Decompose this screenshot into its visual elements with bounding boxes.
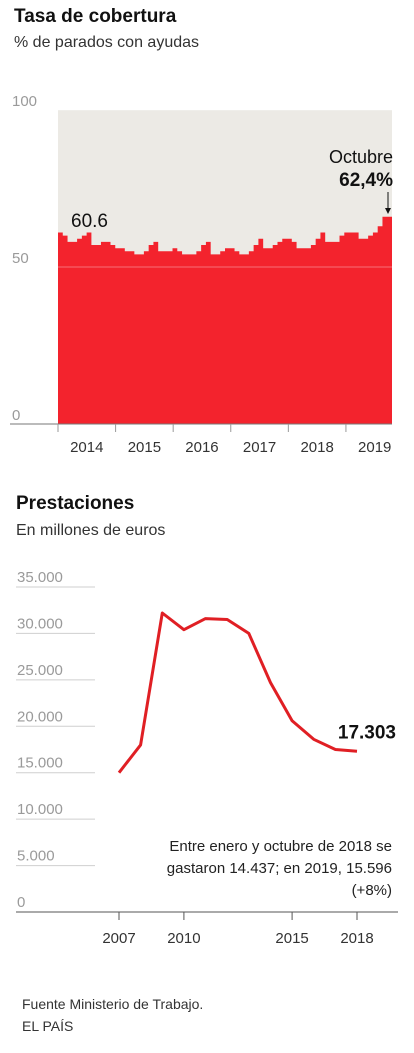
x-tick-2018: 2018 — [340, 930, 373, 947]
chart1-title: Tasa de cobertura — [14, 6, 177, 27]
x-tick-2010: 2010 — [167, 930, 200, 947]
benefits-line — [117, 611, 358, 774]
y-tick-0: 0 — [17, 894, 25, 911]
first-value-label: 60.6 — [71, 211, 108, 232]
y-tick-30000: 30.000 — [17, 615, 63, 632]
x-tick-2014: 2014 — [70, 439, 103, 456]
publisher-line: EL PAÍS — [22, 1018, 74, 1034]
x-tick-2019: 2019 — [358, 439, 391, 456]
last-value-label: 62,4% — [339, 170, 393, 191]
chart1-subtitle: % de parados con ayudas — [14, 34, 200, 51]
last-value-label: 17.303 — [338, 722, 396, 743]
coverage-area — [58, 216, 392, 424]
last-value-arrowhead — [385, 208, 391, 214]
x-tick-2016: 2016 — [185, 439, 218, 456]
x-tick-2017: 2017 — [243, 439, 276, 456]
y-tick-5000: 5.000 — [17, 848, 55, 865]
x-tick-2007: 2007 — [102, 930, 135, 947]
x-tick-2015: 2015 — [128, 439, 161, 456]
chart2-title: Prestaciones — [16, 493, 135, 514]
y-tick-100: 100 — [12, 93, 37, 110]
y-tick-50: 50 — [12, 250, 29, 267]
y-tick-20000: 20.000 — [17, 708, 63, 725]
last-month-label: Octubre — [329, 147, 393, 167]
coverage-rate-chart: 0 50 100 2014 2015 2016 2017 2018 2019 60.6 Octubr… — [10, 93, 393, 456]
y-tick-25000: 25.000 — [17, 662, 63, 679]
benefits-line-chart: 0 5.000 10.000 15.000 20.000 25.000 30.000 35.0… — [16, 569, 398, 947]
x-tick-2018: 2018 — [300, 439, 333, 456]
y-tick-10000: 10.000 — [17, 801, 63, 818]
y-tick-0: 0 — [12, 407, 20, 424]
y-tick-35000: 35.000 — [17, 569, 63, 586]
source-line: Fuente Ministerio de Trabajo. — [22, 996, 204, 1012]
chart2-note: Entre enero y octubre de 2018 se gastaro… — [166, 838, 392, 899]
y-tick-15000: 15.000 — [17, 755, 63, 772]
chart2-subtitle: En millones de euros — [16, 522, 166, 539]
x-tick-2015: 2015 — [275, 930, 308, 947]
